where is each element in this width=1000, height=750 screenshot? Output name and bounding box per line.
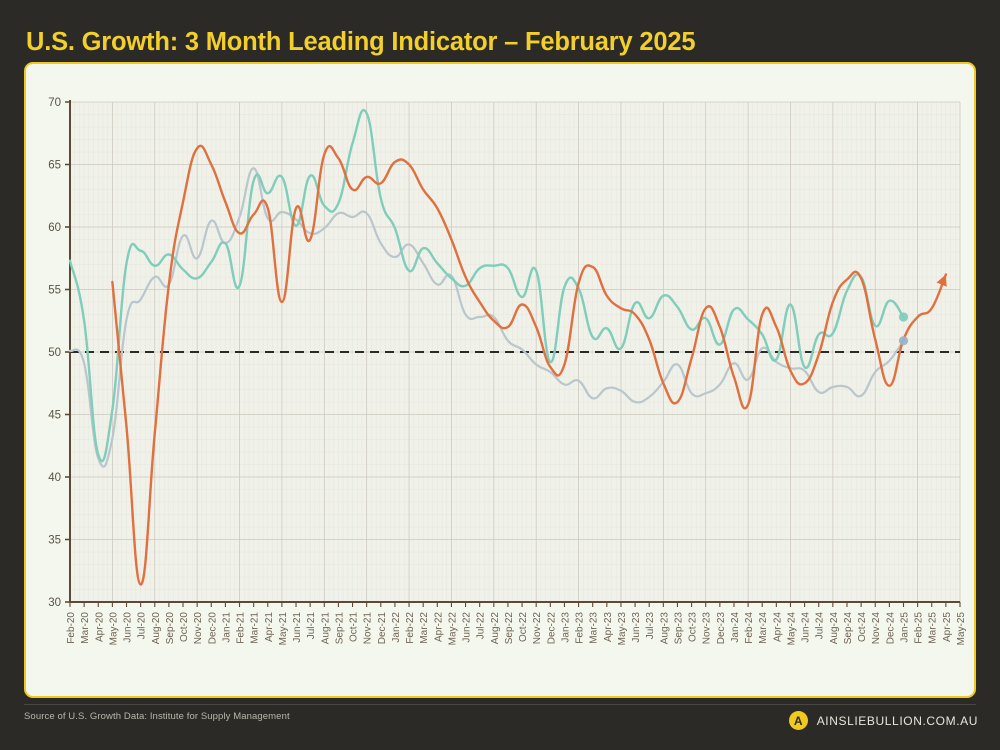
svg-text:Sep-23: Sep-23 bbox=[673, 612, 684, 645]
svg-text:Apr-21: Apr-21 bbox=[264, 612, 275, 642]
brand-mark-letter: A bbox=[793, 713, 803, 728]
svg-text:Oct-24: Oct-24 bbox=[857, 612, 868, 642]
svg-text:Dec-23: Dec-23 bbox=[716, 612, 727, 645]
svg-text:Mar-22: Mar-22 bbox=[419, 612, 430, 644]
chart-card: 30 35 40 45 50 55 60 65 70 Feb-20 Mar-20 Apr-20 May-… bbox=[24, 62, 976, 698]
svg-text:May-24: May-24 bbox=[786, 612, 797, 646]
svg-text:Jun-21: Jun-21 bbox=[292, 612, 303, 643]
svg-text:Jul-20: Jul-20 bbox=[137, 612, 148, 640]
svg-text:Feb-21: Feb-21 bbox=[236, 612, 247, 644]
svg-text:Sep-22: Sep-22 bbox=[504, 612, 515, 645]
svg-text:70: 70 bbox=[48, 97, 61, 109]
svg-text:Apr-24: Apr-24 bbox=[772, 612, 783, 642]
svg-text:Jan-25: Jan-25 bbox=[899, 612, 910, 643]
svg-text:Dec-20: Dec-20 bbox=[207, 612, 218, 645]
svg-text:Feb-22: Feb-22 bbox=[405, 612, 416, 644]
svg-text:May-21: May-21 bbox=[278, 612, 289, 646]
svg-text:Jul-23: Jul-23 bbox=[645, 612, 656, 640]
svg-text:Feb-25: Feb-25 bbox=[914, 612, 925, 644]
plot-area: 30 35 40 45 50 55 60 65 70 Feb-20 Mar-20 Apr-20 May-… bbox=[26, 64, 974, 696]
svg-text:Jul-24: Jul-24 bbox=[815, 612, 826, 640]
svg-text:Oct-23: Oct-23 bbox=[688, 612, 699, 642]
svg-text:Oct-22: Oct-22 bbox=[518, 612, 529, 642]
svg-text:Mar-24: Mar-24 bbox=[758, 612, 769, 644]
series-line-ism-manufacturing-pmi bbox=[68, 167, 905, 468]
footer-divider bbox=[24, 704, 976, 705]
svg-text:Jun-23: Jun-23 bbox=[631, 612, 642, 643]
svg-text:Aug-23: Aug-23 bbox=[659, 612, 670, 645]
svg-text:Jun-20: Jun-20 bbox=[123, 612, 134, 643]
svg-text:40: 40 bbox=[48, 472, 61, 484]
end-marker-dot bbox=[898, 312, 909, 322]
svg-text:Dec-21: Dec-21 bbox=[377, 612, 388, 645]
svg-text:May-23: May-23 bbox=[617, 612, 628, 646]
svg-text:Nov-24: Nov-24 bbox=[871, 612, 882, 645]
svg-text:Sep-21: Sep-21 bbox=[334, 612, 345, 645]
svg-text:Nov-23: Nov-23 bbox=[702, 612, 713, 645]
brand-block[interactable]: A AINSLIEBULLION.COM.AU bbox=[788, 711, 978, 730]
svg-text:Aug-21: Aug-21 bbox=[320, 612, 331, 645]
svg-text:Oct-21: Oct-21 bbox=[349, 612, 360, 642]
svg-text:Mar-25: Mar-25 bbox=[928, 612, 939, 644]
ainslie-logo-icon: A bbox=[788, 711, 808, 730]
series-line-ism-services-pmi bbox=[68, 109, 905, 463]
svg-text:35: 35 bbox=[48, 535, 61, 547]
svg-text:May-25: May-25 bbox=[956, 612, 967, 646]
svg-text:Feb-23: Feb-23 bbox=[575, 612, 586, 644]
svg-text:Jul-21: Jul-21 bbox=[306, 612, 317, 640]
svg-text:Feb-20: Feb-20 bbox=[66, 612, 77, 644]
svg-text:45: 45 bbox=[48, 410, 61, 422]
svg-text:Feb-24: Feb-24 bbox=[744, 612, 755, 644]
svg-text:Dec-22: Dec-22 bbox=[546, 612, 557, 645]
svg-text:Mar-20: Mar-20 bbox=[80, 612, 91, 644]
svg-text:Nov-20: Nov-20 bbox=[193, 612, 204, 645]
svg-text:Apr-20: Apr-20 bbox=[94, 612, 105, 642]
svg-text:65: 65 bbox=[48, 160, 61, 172]
svg-text:Apr-22: Apr-22 bbox=[433, 612, 444, 642]
svg-text:Jan-21: Jan-21 bbox=[221, 612, 232, 643]
svg-text:Jun-22: Jun-22 bbox=[462, 612, 473, 643]
svg-text:Sep-20: Sep-20 bbox=[165, 612, 176, 645]
svg-text:Mar-23: Mar-23 bbox=[589, 612, 600, 644]
svg-text:Dec-24: Dec-24 bbox=[885, 612, 896, 645]
svg-text:May-22: May-22 bbox=[447, 612, 458, 646]
svg-text:Sep-24: Sep-24 bbox=[843, 612, 854, 645]
brand-url: AINSLIEBULLION.COM.AU bbox=[816, 713, 978, 728]
svg-text:Jan-24: Jan-24 bbox=[730, 612, 741, 643]
svg-text:Jan-23: Jan-23 bbox=[560, 612, 571, 643]
svg-text:Jan-22: Jan-22 bbox=[391, 612, 402, 643]
end-marker-dot bbox=[898, 336, 909, 346]
svg-text:Aug-22: Aug-22 bbox=[490, 612, 501, 645]
svg-text:Apr-25: Apr-25 bbox=[942, 612, 953, 642]
svg-text:Aug-24: Aug-24 bbox=[829, 612, 840, 645]
svg-text:Jul-22: Jul-22 bbox=[476, 612, 487, 640]
svg-text:Nov-21: Nov-21 bbox=[363, 612, 374, 645]
source-note: Source of U.S. Growth Data: Institute fo… bbox=[24, 711, 290, 722]
svg-text:Nov-22: Nov-22 bbox=[532, 612, 543, 645]
svg-text:50: 50 bbox=[48, 347, 61, 359]
svg-text:55: 55 bbox=[48, 285, 61, 297]
svg-text:Jun-24: Jun-24 bbox=[801, 612, 812, 643]
svg-text:30: 30 bbox=[48, 597, 61, 609]
svg-text:60: 60 bbox=[48, 222, 61, 234]
svg-text:Oct-20: Oct-20 bbox=[179, 612, 190, 642]
page-title: U.S. Growth: 3 Month Leading Indicator –… bbox=[26, 28, 696, 56]
svg-text:Apr-23: Apr-23 bbox=[603, 612, 614, 642]
series-line-3-month-leading-indicator bbox=[111, 144, 948, 586]
indicator-arrow-head-icon bbox=[936, 274, 947, 287]
svg-text:Aug-20: Aug-20 bbox=[151, 612, 162, 645]
svg-text:Mar-21: Mar-21 bbox=[250, 612, 261, 644]
svg-text:May-20: May-20 bbox=[108, 612, 119, 646]
